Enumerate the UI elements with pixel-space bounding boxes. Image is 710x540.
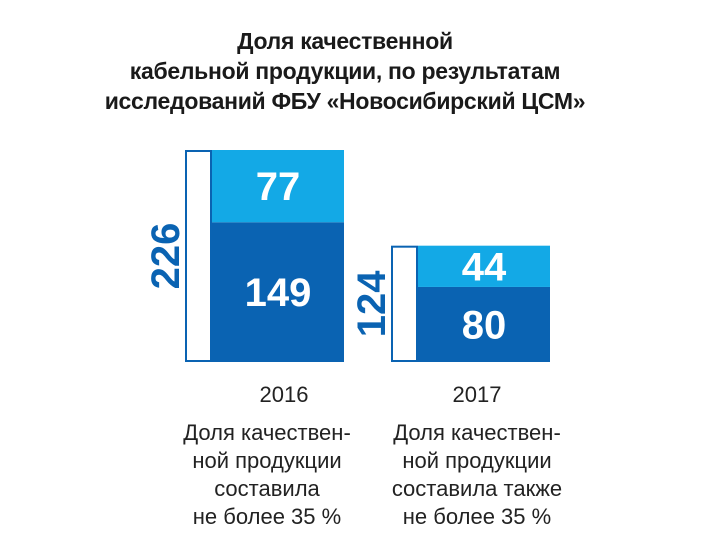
title-line-2: кабельной продукции, по результатам	[129, 58, 561, 84]
note-2016: Доля качествен- ной продукции составила …	[152, 419, 382, 531]
note-2017-line-4: не более 35 %	[402, 504, 552, 529]
note-2017-line-2: ной продукции	[402, 448, 552, 473]
note-2016-line-3: составила	[214, 476, 320, 501]
note-2016-line-4: не более 35 %	[192, 504, 342, 529]
bar-segment-2017-0	[418, 286, 550, 362]
total-label-2016: 226	[144, 223, 188, 290]
year-label-2016: 2016	[259, 382, 309, 407]
value-label-2016-0: 149	[245, 271, 312, 315]
note-2016-line-1: Доля качествен-	[183, 420, 351, 445]
note-2017-line-1: Доля качествен-	[393, 420, 561, 445]
title-line-1: Доля качественной	[237, 28, 453, 54]
total-label-2017: 124	[350, 270, 394, 337]
value-label-2017-0: 80	[462, 303, 507, 347]
chart-title: Доля качественной кабельной продукции, п…	[95, 26, 595, 116]
title-line-3: исследований ФБУ «Новосибирский ЦСМ»	[104, 88, 586, 114]
note-2016-line-2: ной продукции	[192, 448, 342, 473]
year-label-2017: 2017	[452, 382, 502, 407]
total-frame-2016	[185, 150, 212, 362]
value-label-2017-1: 44	[462, 245, 507, 289]
bar-segment-2017-1	[418, 245, 550, 287]
bar-segment-2016-0	[212, 222, 344, 362]
bar-segment-2016-1	[212, 150, 344, 223]
note-2017-line-3: составила также	[391, 476, 563, 501]
note-2017: Доля качествен- ной продукции составила …	[362, 419, 592, 531]
total-frame-2017	[391, 245, 418, 362]
value-label-2016-1: 77	[256, 165, 301, 209]
